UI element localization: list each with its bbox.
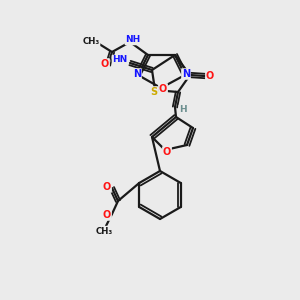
Text: O: O [103,210,111,220]
Text: N: N [133,69,141,79]
Text: O: O [159,84,167,94]
Text: CH₃: CH₃ [82,37,100,46]
Text: H: H [179,106,187,115]
Text: HN: HN [112,56,128,64]
Text: O: O [103,182,111,192]
Text: O: O [206,71,214,81]
Text: S: S [150,87,158,97]
Text: NH: NH [125,35,141,44]
Text: O: O [101,59,109,69]
Text: O: O [163,147,171,157]
Text: N: N [182,69,190,79]
Text: CH₃: CH₃ [95,226,112,236]
